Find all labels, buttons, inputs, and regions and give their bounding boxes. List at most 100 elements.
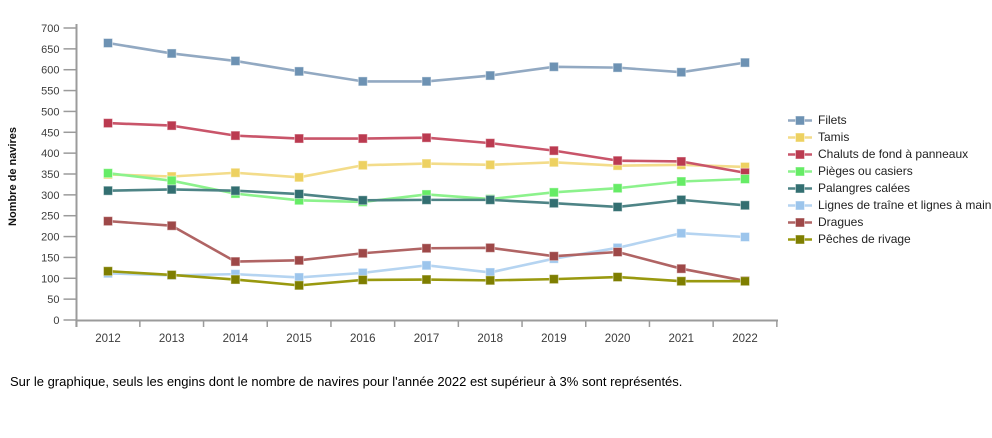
data-point: [485, 138, 496, 149]
data-point: [230, 185, 241, 196]
legend-label: Lignes de traîne et lignes à main: [818, 198, 992, 212]
legend-label: Pêches de rivage: [818, 232, 911, 246]
data-point: [676, 228, 687, 239]
data-point: [612, 272, 623, 283]
data-point: [103, 118, 113, 129]
data-point: [740, 276, 750, 287]
data-point: [612, 62, 623, 73]
chart-legend: Filets Tamis Chaluts de fond à panneaux Piè…: [788, 112, 991, 248]
series-line-lignes-de-traine-et-lignes-a-main: [107, 231, 746, 279]
data-point: [612, 155, 623, 166]
data-point: [548, 61, 559, 72]
data-point: [612, 201, 623, 212]
data-point: [421, 274, 432, 285]
data-point: [166, 269, 177, 280]
legend-item-peches-de-rivage: Pêches de rivage: [788, 231, 991, 248]
data-point: [103, 38, 113, 49]
chart-caption: Sur le graphique, seuls les engins dont …: [10, 374, 683, 389]
series-chaluts-de-fond-a-panneaux: [103, 118, 750, 178]
x-tick-label: 2020: [605, 333, 631, 345]
data-point: [548, 198, 559, 209]
data-point: [103, 185, 113, 196]
legend-marker-icon: [788, 200, 812, 211]
series-peches-de-rivage: [103, 266, 750, 291]
x-tick-label: 2015: [286, 333, 312, 345]
x-tick-label: 2014: [223, 333, 249, 345]
data-point: [357, 274, 368, 285]
data-point: [230, 256, 241, 267]
y-tick-label: 50: [47, 294, 59, 306]
legend-marker-icon: [788, 217, 812, 228]
legend-label: Pièges ou casiers: [818, 164, 913, 178]
data-point: [294, 66, 305, 77]
x-tick-label: 2021: [669, 333, 695, 345]
legend-square: [795, 234, 805, 245]
y-axis-title: Nombre de navires: [7, 127, 19, 226]
legend-square: [795, 200, 805, 211]
data-point: [676, 67, 687, 78]
data-point: [485, 159, 496, 170]
y-tick-label: 650: [41, 44, 59, 56]
series-palangres-calees: [103, 184, 750, 212]
legend-item-dragues: Dragues: [788, 214, 991, 231]
data-point: [166, 220, 177, 231]
legend-square: [795, 132, 805, 143]
series-layer: [103, 38, 750, 291]
data-point: [740, 174, 750, 185]
data-point: [294, 189, 305, 200]
data-point: [676, 176, 687, 187]
data-point: [485, 194, 496, 205]
data-point: [166, 48, 177, 59]
x-tick-label: 2018: [477, 333, 503, 345]
line-chart: Nombre de navires 0 50 100 150 200 250 300 350 4…: [7, 23, 778, 345]
data-point: [103, 216, 113, 227]
data-point: [166, 175, 177, 186]
data-point: [230, 274, 241, 285]
data-point: [230, 167, 241, 178]
data-point: [740, 57, 750, 68]
x-tick-label: 2017: [414, 333, 440, 345]
data-point: [357, 195, 368, 206]
y-tick-label: 150: [41, 252, 59, 264]
data-point: [421, 132, 432, 143]
data-point: [612, 247, 623, 258]
legend-item-lignes-de-traine-et-lignes-a-main: Lignes de traîne et lignes à main: [788, 197, 991, 214]
data-point: [676, 156, 687, 167]
data-point: [421, 260, 432, 271]
legend-item-tamis: Tamis: [788, 129, 991, 146]
data-point: [230, 130, 241, 141]
y-tick-label: 200: [41, 232, 59, 244]
x-tick-label: 2019: [541, 333, 567, 345]
data-point: [548, 157, 559, 168]
legend-label: Tamis: [818, 130, 850, 144]
y-axis: 0 50 100 150 200 250 300 350 400 450 500 550 600 650 7…: [41, 23, 78, 327]
legend-square: [795, 166, 805, 177]
y-tick-label: 250: [41, 211, 59, 223]
data-point: [230, 55, 241, 66]
x-axis: 2012 2013 2014 2015 2016 2017 2018 2019 2020 2021…: [75, 319, 778, 345]
data-point: [103, 168, 113, 179]
data-point: [294, 280, 305, 291]
data-point: [485, 70, 496, 81]
x-tick-label: 2013: [159, 333, 185, 345]
y-tick-label: 350: [41, 169, 59, 181]
legend-marker-icon: [788, 234, 812, 245]
x-tick-label: 2016: [350, 333, 376, 345]
series-filets: [103, 38, 750, 87]
data-point: [612, 183, 623, 194]
legend-label: Palangres calées: [818, 181, 911, 195]
legend-square: [795, 115, 805, 126]
y-tick-label: 100: [41, 273, 59, 285]
data-point: [485, 275, 496, 286]
y-tick-label: 0: [53, 315, 59, 327]
data-point: [421, 158, 432, 169]
legend-square: [795, 217, 805, 228]
legend-label: Filets: [818, 113, 847, 127]
data-point: [357, 133, 368, 144]
data-point: [548, 274, 559, 285]
data-point: [166, 120, 177, 131]
data-point: [294, 255, 305, 266]
series-lignes-de-traine-et-lignes-a-main: [103, 228, 750, 283]
legend-label: Chaluts de fond à panneaux: [818, 147, 969, 161]
y-tick-label: 450: [41, 127, 59, 139]
